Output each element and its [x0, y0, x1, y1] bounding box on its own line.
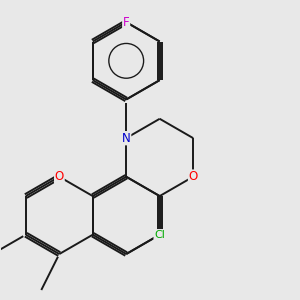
Text: Cl: Cl: [154, 230, 165, 240]
Text: N: N: [122, 132, 130, 145]
Text: Cl: Cl: [154, 230, 165, 240]
Text: F: F: [123, 16, 130, 29]
Text: O: O: [188, 170, 198, 183]
Text: O: O: [188, 170, 198, 183]
Text: F: F: [123, 16, 130, 29]
Text: O: O: [55, 170, 64, 183]
Text: N: N: [122, 132, 130, 145]
Text: O: O: [55, 170, 64, 183]
